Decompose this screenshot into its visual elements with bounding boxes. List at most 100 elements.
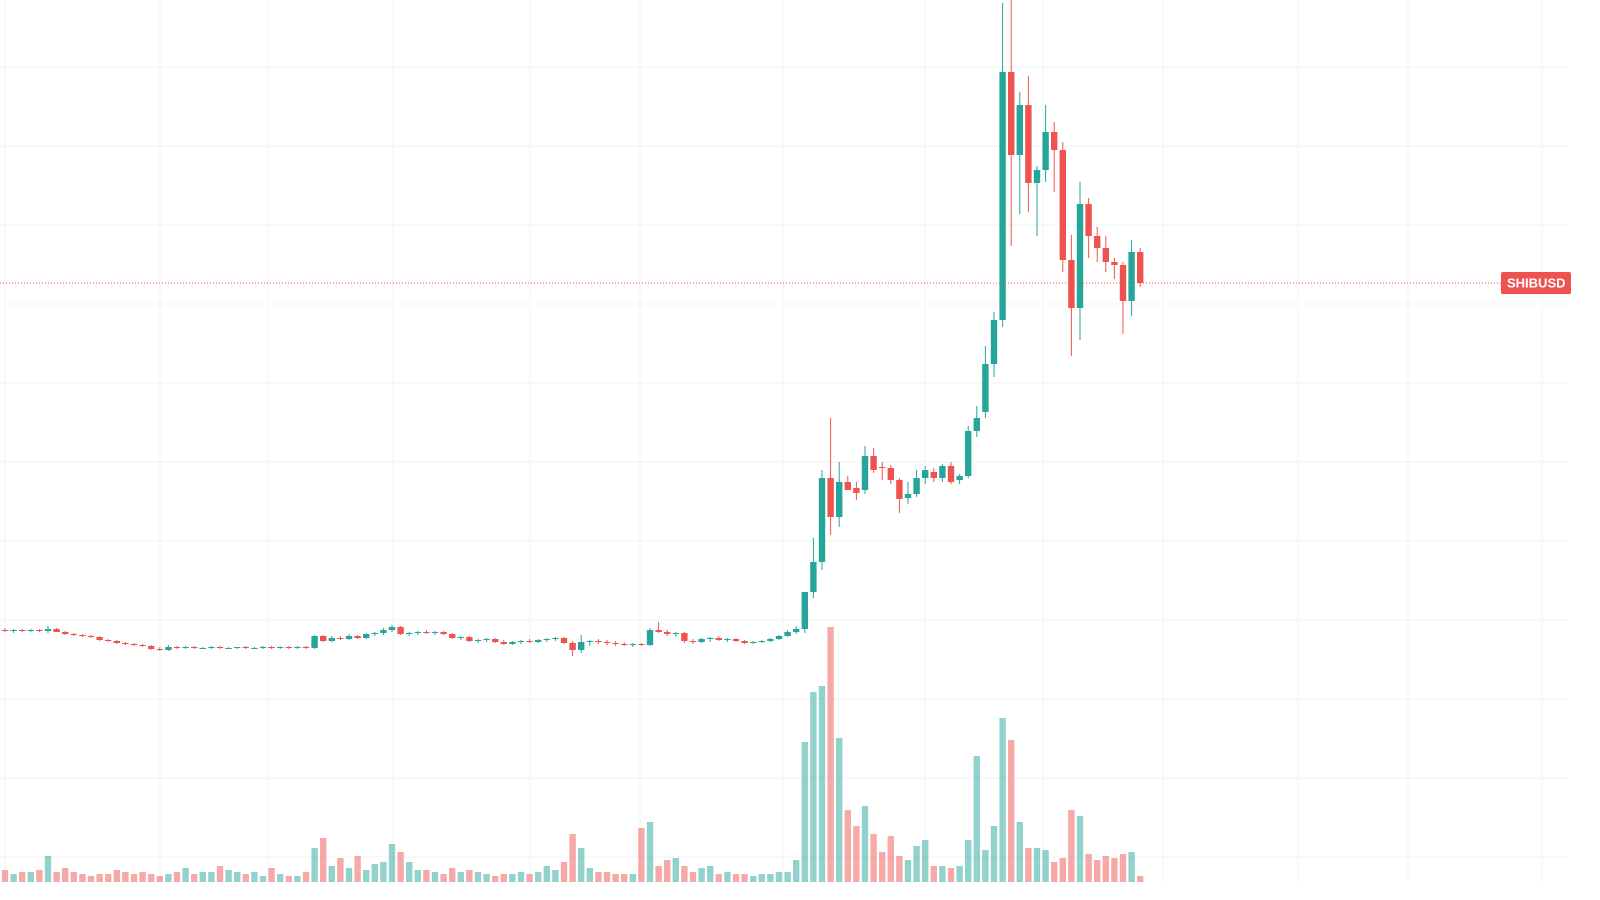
volume-bar (586, 868, 593, 882)
candle-body (216, 647, 224, 648)
candle-body (629, 644, 636, 645)
volume-bar (922, 840, 929, 882)
candle-body (397, 627, 404, 634)
candle-body (96, 637, 103, 640)
candle-body (947, 466, 955, 482)
volume-bar (208, 872, 215, 882)
candle-body (302, 647, 310, 648)
volume-bar (664, 860, 671, 882)
candle-layer (1, 0, 1144, 656)
candle-body (638, 644, 645, 645)
volume-bar (371, 864, 378, 882)
candle-body (337, 638, 344, 639)
volume-bar (70, 872, 77, 882)
volume-bar (629, 874, 636, 882)
overlay: SHIBUSD (0, 272, 1571, 294)
volume-bar (139, 872, 146, 882)
candle-body (53, 629, 60, 632)
volume-bar (999, 718, 1006, 882)
volume-bar (947, 868, 955, 882)
candle-body (552, 638, 559, 639)
candle-body (1025, 105, 1032, 183)
candle-body (320, 636, 327, 641)
volume-layer (1, 627, 1144, 882)
candle-body (646, 630, 654, 645)
candle-body (1059, 150, 1066, 260)
volume-bar (285, 876, 292, 882)
candle-body (999, 72, 1006, 320)
volume-bar (810, 692, 817, 882)
volume-bar (1137, 876, 1144, 882)
candle-body (148, 646, 155, 649)
volume-bar (801, 742, 808, 882)
volume-bar (767, 874, 774, 882)
candle-body (345, 636, 353, 639)
candle-body (965, 431, 972, 476)
volume-bar (328, 866, 335, 882)
volume-bar (621, 874, 628, 882)
volume-bar (560, 862, 568, 882)
candle-body (36, 630, 43, 631)
candle-body (517, 641, 525, 642)
candle-body (1111, 262, 1118, 265)
volume-bar (363, 870, 370, 882)
volume-bar (535, 872, 542, 882)
candle-body (139, 645, 146, 646)
volume-bar (707, 866, 714, 882)
volume-bar (724, 872, 731, 882)
candle-body (672, 633, 679, 634)
volume-bar (294, 876, 301, 882)
volume-bar (397, 852, 404, 882)
candle-body (930, 472, 937, 478)
volume-bar (509, 874, 516, 882)
candle-body (311, 636, 318, 648)
candle-body (560, 638, 568, 643)
volume-bar (543, 866, 550, 882)
candle-body (1008, 72, 1015, 155)
candle-body (268, 647, 275, 648)
volume-bar (354, 856, 361, 882)
candle-body (603, 642, 611, 643)
candle-body (707, 638, 714, 639)
volume-bar (199, 872, 206, 882)
candle-body (595, 641, 602, 642)
candle-body (715, 638, 722, 640)
volume-bar (844, 810, 851, 882)
volume-bar (982, 850, 989, 882)
candle-body (1033, 170, 1041, 183)
candle-body (664, 632, 671, 634)
volume-bar (784, 872, 791, 882)
candle-body (612, 643, 619, 644)
candle-body (242, 647, 249, 648)
candle-body (130, 644, 138, 645)
volume-bar (1051, 862, 1058, 882)
volume-bar (939, 866, 946, 882)
volume-bar (191, 874, 198, 882)
candle-body (328, 638, 335, 641)
volume-bar (1085, 854, 1092, 882)
volume-bar (1111, 858, 1118, 882)
volume-bar (758, 874, 765, 882)
candle-body (156, 649, 163, 650)
volume-bar (251, 872, 258, 882)
volume-bar (612, 874, 619, 882)
volume-bar (148, 874, 155, 882)
volume-bar (990, 826, 998, 882)
volume-bar (113, 870, 120, 882)
candle-body (1076, 204, 1084, 308)
volume-bar (1094, 860, 1101, 882)
volume-bar (234, 872, 241, 882)
volume-bar (216, 866, 224, 882)
volume-bar (853, 826, 860, 882)
volume-bar (423, 870, 430, 882)
volume-bar (96, 874, 103, 882)
candle-body (457, 637, 464, 638)
volume-bar (79, 874, 86, 882)
candle-body (492, 639, 499, 642)
volume-bar (913, 846, 920, 882)
volume-bar (698, 868, 705, 882)
candle-body (1137, 252, 1144, 283)
volume-bar (242, 874, 249, 882)
candle-body (775, 636, 783, 639)
